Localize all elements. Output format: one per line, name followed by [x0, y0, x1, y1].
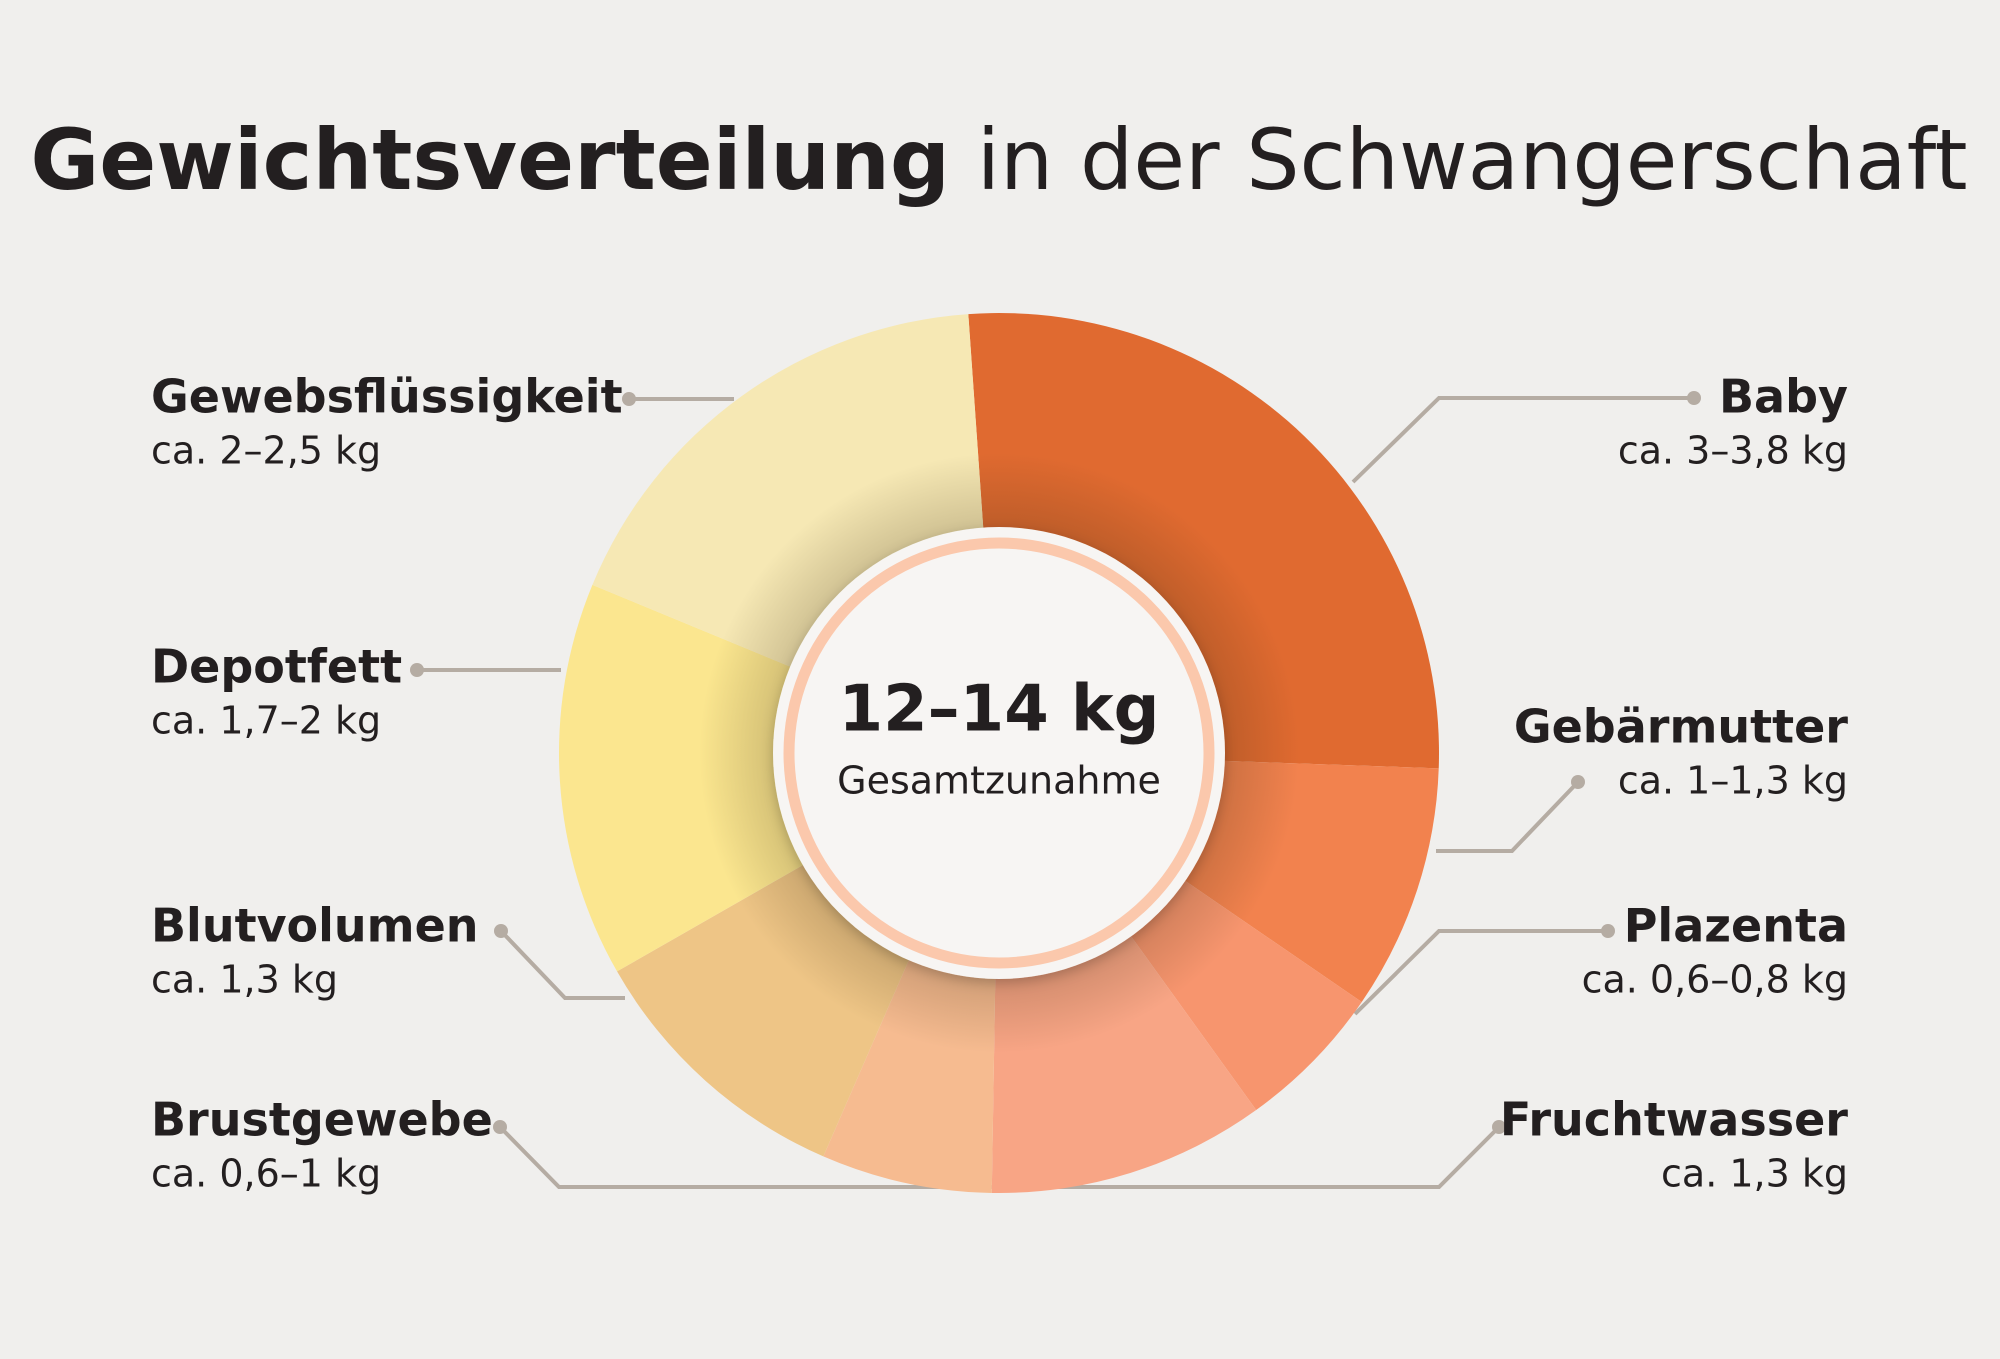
slice-label: Fruchtwasser: [1500, 1093, 1848, 1147]
leader-line: [1351, 396, 1694, 484]
slice-value-label: ca. 1,3 kg: [1661, 1152, 1848, 1196]
slice-value-label: ca. 1,3 kg: [151, 958, 338, 1002]
slice-value-label: ca. 3–3,8 kg: [1618, 429, 1848, 473]
slice-value-label: ca. 0,6–0,8 kg: [1582, 958, 1848, 1002]
slice-label: Plazenta: [1624, 899, 1848, 953]
slice-value-label: ca. 0,6–1 kg: [151, 1152, 381, 1196]
slice-label: Brustgewebe: [151, 1093, 493, 1147]
title-bold: Gewichtsverteilung: [30, 111, 950, 209]
labels: Baby ca. 3–3,8 kg Gebärmutter ca. 1–1,3 kg P…: [151, 370, 1848, 1196]
leader-dot: [622, 392, 636, 406]
center-value: 12–14 kg: [839, 673, 1160, 747]
title-regular: in der Schwangerschaft: [977, 111, 1968, 209]
slice-value-label: ca. 1–1,3 kg: [1618, 759, 1848, 803]
slice-label: Baby: [1719, 370, 1848, 424]
leader-dot: [493, 1120, 507, 1134]
leader-dot: [1687, 391, 1701, 405]
chart-title: Gewichtsverteilung in der Schwangerschaf…: [30, 111, 1967, 209]
slice-label: Blutvolumen: [151, 899, 479, 953]
slice-value-label: ca. 1,7–2 kg: [151, 699, 381, 743]
leader-line: [1436, 780, 1580, 853]
center-ring: [783, 537, 1215, 969]
slice-label: Depotfett: [151, 640, 402, 694]
leader-line: [499, 929, 625, 1000]
leader-line: [1008, 1125, 1501, 1189]
center-label: Gesamtzunahme: [837, 759, 1161, 803]
slice-label: Gebärmutter: [1514, 700, 1848, 754]
leader-dot: [494, 924, 508, 938]
leader-dot: [410, 663, 424, 677]
leader-dot: [1492, 1120, 1506, 1134]
leader-lines: [410, 391, 1701, 1189]
slice-value-label: ca. 2–2,5 kg: [151, 429, 381, 473]
leader-line: [1353, 929, 1608, 1016]
leader-dot: [1601, 924, 1615, 938]
slice-label: Gewebsflüssigkeit: [151, 370, 623, 424]
leader-line: [498, 1125, 1008, 1189]
leader-dot: [1571, 775, 1585, 789]
